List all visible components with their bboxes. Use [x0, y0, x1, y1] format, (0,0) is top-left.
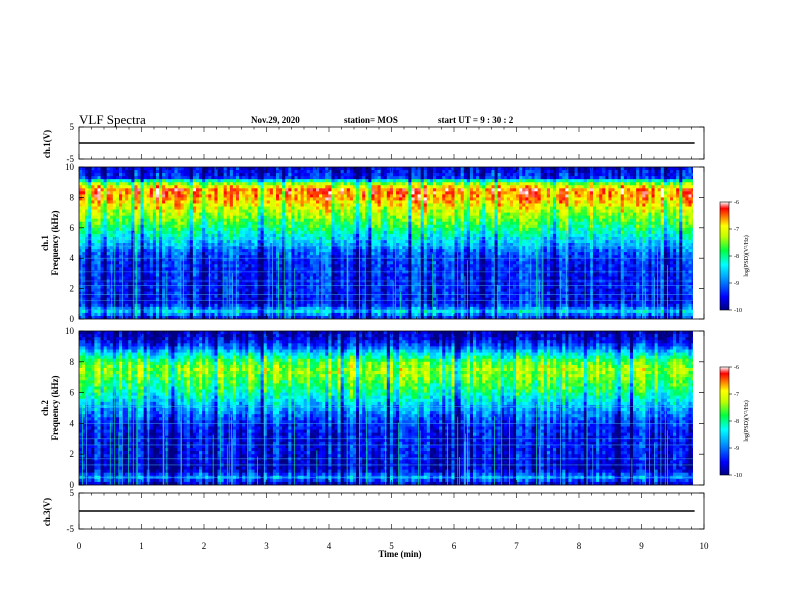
ch1-tick-label-3: 6 [70, 223, 75, 233]
colorbar-tick-3: -9 [734, 281, 739, 287]
x-tick-label-2: 2 [202, 541, 207, 551]
colorbar-tick-1: -7 [734, 392, 739, 398]
ch2-tick-label-1: 2 [70, 449, 75, 459]
x-tick-label-5: 5 [389, 541, 394, 551]
x-tick-label-0: 0 [77, 541, 82, 551]
ch1-tick-label-1: 2 [70, 284, 75, 294]
x-tick-label-9: 9 [639, 541, 644, 551]
ch1v-tick-label-0: 5 [70, 122, 75, 132]
ch2-frequency-axis-label: Frequency (kHz) [50, 375, 60, 440]
start-ut-label: start UT = 9 : 30 : 2 [438, 115, 514, 125]
colorbar-tick-0: -6 [734, 200, 739, 206]
ch1-tick-label-2: 4 [70, 253, 75, 263]
time-axis: 0 1 2 3 4 5 6 7 8 9 10 [77, 541, 709, 551]
colorbar-tick-4: -10 [734, 308, 742, 314]
ch3-voltage-panel: 5 -5 [67, 488, 705, 534]
ch2-heatmap [79, 331, 693, 485]
x-tick-label-3: 3 [264, 541, 269, 551]
x-tick-label-6: 6 [452, 541, 457, 551]
colorbar-tick-2: -8 [734, 419, 739, 425]
x-tick-label-7: 7 [514, 541, 519, 551]
chart-title: VLF Spectra [79, 112, 146, 127]
ch1-tick-label-5: 10 [65, 162, 75, 172]
x-tick-label-8: 8 [577, 541, 582, 551]
ch2-tick-label-2: 4 [70, 418, 75, 428]
x-tick-label-1: 1 [139, 541, 144, 551]
colorbar-tick-3: -9 [734, 446, 739, 452]
ch2-tick-label-4: 8 [70, 357, 75, 367]
ch1-spectrogram-panel: 0 2 4 6 8 10 [65, 162, 705, 324]
ch2-colorbar: log(PSD)(V²/Hz) -6 -7 -8 -9 -10 [719, 365, 750, 479]
ch1-frequency-axis-label: Frequency (kHz) [50, 210, 60, 275]
ch3v-tick-label-1: -5 [67, 524, 75, 534]
ch2-tick-label-5: 10 [65, 326, 75, 336]
ch2-channel-label: ch.2 [40, 400, 50, 416]
ch2-colorbar-label: log(PSD)(V²/Hz) [743, 400, 750, 441]
station-label: station= MOS [344, 115, 398, 125]
ch3-voltage-axis-label: ch.3(V) [42, 498, 52, 526]
x-axis-label: Time (min) [378, 549, 421, 559]
colorbar-tick-0: -6 [734, 365, 739, 371]
colorbar-tick-1: -7 [734, 227, 739, 233]
ch1v-tick-label-1: -5 [67, 154, 75, 164]
ch2-tick-label-0: 0 [70, 480, 75, 490]
ch1-colorbar: log(PSD)(V²/Hz) -6 -7 -8 -9 -10 [719, 200, 750, 314]
ch1-colorbar-label: log(PSD)(V²/Hz) [743, 235, 750, 276]
ch2-tick-label-3: 6 [70, 388, 75, 398]
ch2-spectrogram-panel: 0 2 4 6 8 10 [65, 326, 705, 490]
ch1-channel-label: ch.1 [40, 235, 50, 251]
ch1-voltage-panel: 5 -5 [67, 122, 705, 164]
date-label: Nov.29, 2020 [251, 115, 300, 125]
ch1-tick-label-4: 8 [70, 192, 75, 202]
ch3v-tick-label-0: 5 [70, 488, 75, 498]
ch1-tick-label-0: 0 [70, 314, 75, 324]
colorbar-tick-2: -8 [734, 254, 739, 260]
ch1-voltage-axis-label: ch.1(V) [42, 130, 52, 158]
x-tick-label-4: 4 [327, 541, 332, 551]
ch1-heatmap [79, 167, 693, 319]
x-tick-label-10: 10 [700, 541, 710, 551]
colorbar-tick-4: -10 [734, 473, 742, 479]
